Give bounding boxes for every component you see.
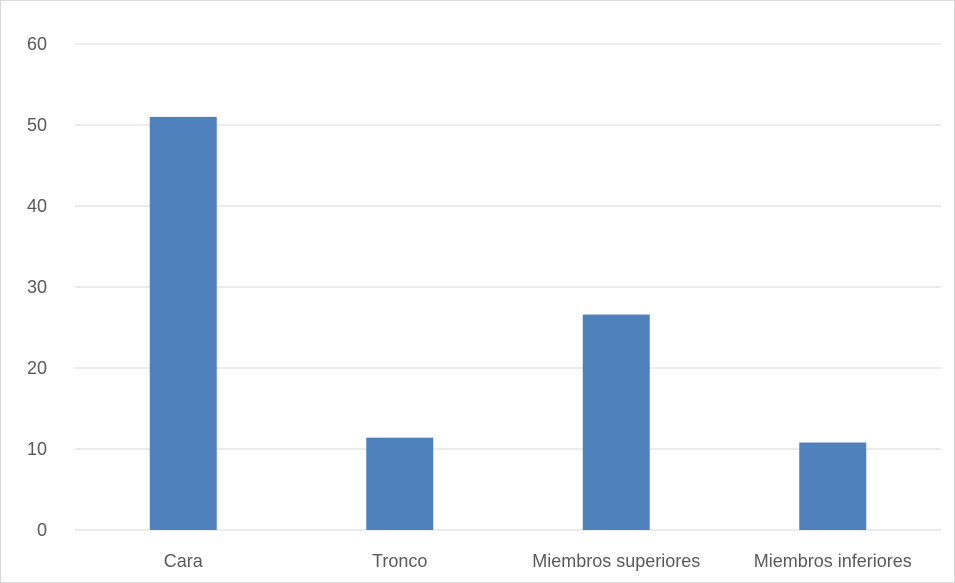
x-category-label: Cara	[164, 551, 204, 571]
bar-cara	[149, 116, 217, 531]
y-axis-ticks: 0 10 20 30 40 50 60	[27, 34, 47, 540]
bar-tronco	[366, 437, 434, 530]
y-tick-label: 20	[27, 358, 47, 378]
y-tick-label: 50	[27, 115, 47, 135]
bar-miembros-superiores	[582, 314, 650, 530]
y-tick-label: 60	[27, 34, 47, 54]
y-tick-label: 10	[27, 439, 47, 459]
bar-miembros-inferiores	[799, 442, 867, 530]
y-tick-label: 0	[37, 520, 47, 540]
y-tick-label: 30	[27, 277, 47, 297]
x-category-label: Miembros inferiores	[754, 551, 912, 571]
x-category-label: Miembros superiores	[532, 551, 700, 571]
y-tick-label: 40	[27, 196, 47, 216]
gridlines	[75, 43, 941, 531]
x-category-label: Tronco	[372, 551, 427, 571]
x-axis-labels: Cara Tronco Miembros superiores Miembros in…	[164, 551, 912, 571]
bars	[149, 116, 867, 531]
